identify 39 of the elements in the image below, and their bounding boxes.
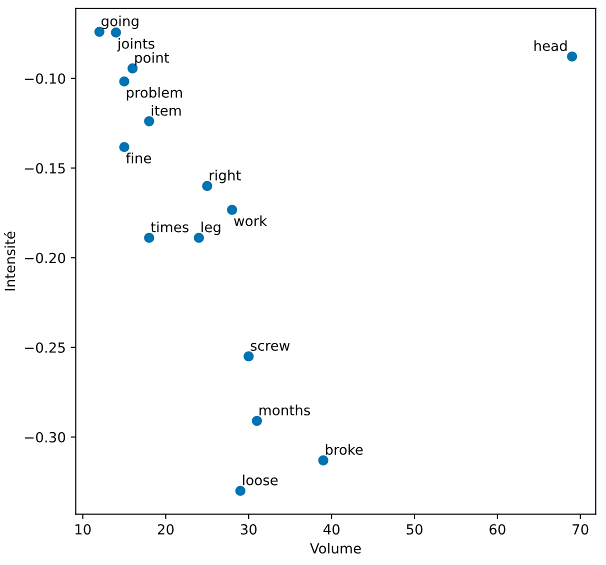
point xyxy=(226,204,238,215)
annotation: going xyxy=(102,16,138,30)
annotation: right xyxy=(210,170,241,184)
y-tick-label: −0.30 xyxy=(24,432,66,443)
annotation: head xyxy=(534,40,567,52)
x-tick-label: 70 xyxy=(572,524,588,535)
annotation: work xyxy=(234,215,268,226)
point xyxy=(252,416,262,426)
y-tick-label: −0.15 xyxy=(24,163,65,174)
x-tick-label: 30 xyxy=(240,524,257,535)
y-tick-label: −0.20 xyxy=(24,252,66,264)
point xyxy=(119,142,130,152)
point xyxy=(144,116,154,126)
annotation: screw xyxy=(250,342,290,351)
annotation: item xyxy=(152,105,181,116)
annotation: loose xyxy=(243,474,278,486)
point xyxy=(235,486,246,496)
x-tick-label: 20 xyxy=(158,524,174,535)
x-tick-label: 10 xyxy=(75,524,91,535)
y-tick-label: −0.25 xyxy=(24,342,65,353)
x-tick-label: 50 xyxy=(406,524,422,535)
annotation: months xyxy=(260,404,310,416)
annotation: leg xyxy=(202,222,220,236)
annotation: problem xyxy=(126,87,182,100)
x-tick-label: 60 xyxy=(490,524,506,535)
y-tick-label: −0.10 xyxy=(24,73,66,84)
annotation: joints xyxy=(117,38,154,52)
annotation: point xyxy=(135,52,170,66)
point xyxy=(566,51,578,62)
x-axis-title: Volume xyxy=(310,542,361,554)
x-tick-label: 40 xyxy=(323,524,340,535)
annotation: fine xyxy=(126,152,152,164)
point xyxy=(144,232,154,243)
point xyxy=(119,76,130,87)
point xyxy=(244,351,254,362)
point xyxy=(318,455,328,466)
annotation: broke xyxy=(326,444,363,455)
annotation: times xyxy=(150,222,188,232)
y-axis-title: Intensité xyxy=(4,232,16,290)
